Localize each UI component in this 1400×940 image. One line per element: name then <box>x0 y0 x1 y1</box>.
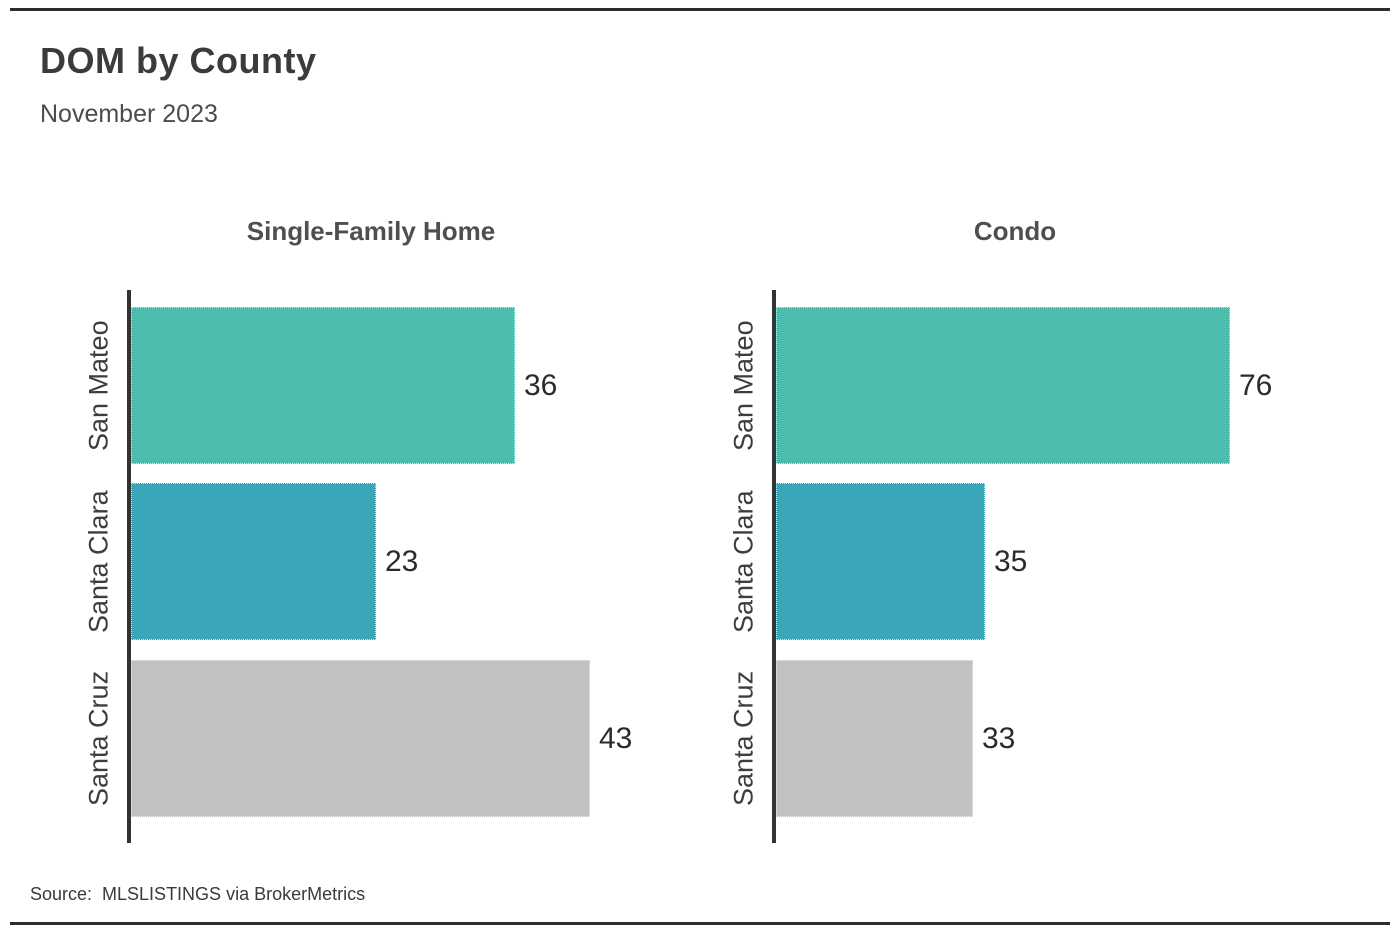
bar-san-mateo <box>131 307 515 464</box>
y-axis-line <box>772 290 776 843</box>
category-label: San Mateo <box>728 320 759 451</box>
bar-santa-clara <box>131 483 376 640</box>
category-label: Santa Clara <box>83 490 114 633</box>
bar-santa-cruz <box>776 660 973 817</box>
bottom-rule <box>10 922 1390 925</box>
bar-san-mateo <box>776 307 1230 464</box>
bar-santa-clara <box>776 483 985 640</box>
category-label: Santa Cruz <box>83 670 114 807</box>
bar-value-label: 36 <box>524 368 558 402</box>
bar-santa-cruz <box>131 660 590 817</box>
chart-title: Single-Family Home <box>246 216 496 246</box>
page-subtitle: November 2023 <box>40 100 218 128</box>
bar-value-label: 35 <box>994 544 1028 578</box>
page-title: DOM by County <box>40 40 317 81</box>
chart-title: Condo <box>973 216 1057 246</box>
bar-value-label: 23 <box>385 544 419 578</box>
top-rule <box>10 8 1390 11</box>
category-label: Santa Cruz <box>728 670 759 807</box>
category-label: San Mateo <box>83 320 114 451</box>
category-label: Santa Clara <box>728 490 759 633</box>
y-axis-line <box>127 290 131 843</box>
bar-value-label: 76 <box>1239 368 1273 402</box>
bar-value-label: 33 <box>982 721 1016 755</box>
source-note: Source: MLSLISTINGS via BrokerMetrics <box>30 884 366 904</box>
bar-value-label: 43 <box>599 721 633 755</box>
